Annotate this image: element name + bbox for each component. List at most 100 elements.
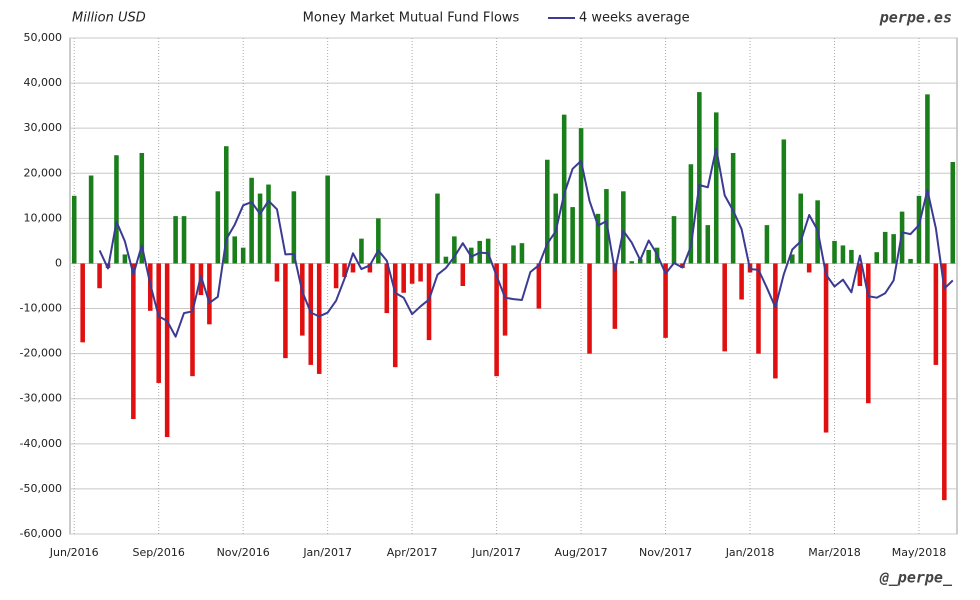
bar — [671, 216, 677, 264]
bar — [933, 263, 939, 365]
bar — [637, 258, 643, 264]
y-tick-label: 30,000 — [24, 121, 63, 134]
x-tick-label: Aug/2017 — [554, 546, 607, 559]
y-tick-label: -20,000 — [20, 347, 62, 360]
x-tick-label: Jan/2017 — [302, 546, 352, 559]
bar — [621, 191, 626, 264]
watermark: perpe.es — [879, 9, 952, 27]
bar — [333, 263, 339, 289]
y-tick-label: 20,000 — [24, 166, 63, 179]
bar — [97, 263, 102, 289]
bar — [460, 263, 466, 286]
bar — [300, 263, 305, 336]
bar — [950, 162, 956, 264]
bar — [173, 216, 178, 264]
bar — [781, 139, 787, 264]
x-tick-label: Nov/2017 — [639, 546, 692, 559]
bar — [629, 261, 635, 264]
bar — [891, 234, 896, 264]
bar — [443, 256, 449, 264]
plot-area — [69, 37, 958, 535]
bar — [756, 263, 761, 354]
bar — [832, 240, 837, 264]
bar — [663, 263, 668, 338]
footer: @_perpe_ — [879, 569, 953, 587]
x-tick-label: Sep/2016 — [132, 546, 184, 559]
bar — [502, 263, 508, 336]
bar — [570, 207, 575, 264]
bar — [688, 164, 694, 264]
bar — [384, 263, 390, 314]
bar — [840, 245, 846, 264]
bar — [713, 112, 719, 264]
bar — [942, 263, 947, 501]
bar — [409, 263, 415, 284]
bar — [866, 263, 871, 404]
bar — [164, 263, 170, 438]
bar — [190, 263, 195, 377]
bar — [131, 263, 136, 420]
bar — [789, 254, 795, 264]
bar — [139, 152, 145, 264]
bar — [874, 252, 880, 264]
bar — [595, 213, 601, 264]
bar — [722, 263, 727, 352]
y-tick-label: -40,000 — [20, 437, 62, 450]
y-tick-label: 50,000 — [24, 31, 63, 44]
bar — [646, 249, 651, 264]
bar — [916, 195, 922, 264]
bar — [857, 263, 863, 286]
bar — [697, 92, 702, 264]
bar — [376, 218, 381, 264]
bar — [730, 152, 736, 264]
x-tick-label: Mar/2018 — [808, 546, 860, 559]
bar — [485, 238, 491, 264]
bar — [232, 236, 238, 264]
bar — [401, 263, 406, 293]
bar — [207, 263, 212, 325]
y-tick-label: -50,000 — [20, 482, 62, 495]
bar — [392, 263, 398, 368]
bar — [274, 263, 280, 282]
average-line — [98, 147, 954, 338]
bar — [519, 243, 525, 264]
y-tick-label: 10,000 — [24, 211, 63, 224]
bar — [536, 263, 542, 309]
bar — [882, 231, 888, 264]
bar — [71, 195, 77, 264]
bar — [114, 155, 119, 264]
x-tick-label: Apr/2017 — [387, 546, 438, 559]
x-tick-label: Jan/2018 — [725, 546, 775, 559]
bar — [291, 191, 297, 264]
bar — [764, 225, 770, 264]
bar — [224, 146, 229, 264]
bar — [612, 263, 618, 329]
bar — [249, 177, 254, 264]
bar — [773, 263, 778, 379]
y-tick-label: -10,000 — [20, 302, 62, 315]
bar — [925, 94, 930, 264]
x-tick-label: Jun/2017 — [471, 546, 521, 559]
bar — [283, 263, 288, 359]
x-tick-label: May/2018 — [892, 546, 946, 559]
bar — [739, 263, 744, 300]
bar — [494, 263, 499, 377]
bar — [80, 263, 85, 343]
chart-title: Money Market Mutual Fund Flows — [303, 11, 520, 26]
bar — [350, 263, 356, 273]
bar — [806, 263, 812, 273]
bar — [435, 193, 440, 264]
legend-label: 4 weeks average — [579, 11, 690, 26]
y-tick-label: -30,000 — [20, 392, 62, 405]
bar — [418, 263, 423, 282]
bar — [308, 263, 314, 365]
bar — [798, 193, 803, 264]
bar — [316, 263, 322, 374]
bar — [705, 225, 711, 264]
bar — [545, 159, 550, 264]
bar — [367, 263, 373, 273]
x-tick-label: Jun/2016 — [49, 546, 99, 559]
bar — [823, 263, 829, 433]
bar — [359, 238, 364, 264]
